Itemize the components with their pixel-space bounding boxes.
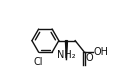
Text: NH₂: NH₂ — [57, 50, 76, 59]
Text: Cl: Cl — [34, 57, 43, 67]
Text: O: O — [85, 53, 93, 63]
Polygon shape — [65, 41, 67, 60]
Text: OH: OH — [93, 47, 108, 57]
